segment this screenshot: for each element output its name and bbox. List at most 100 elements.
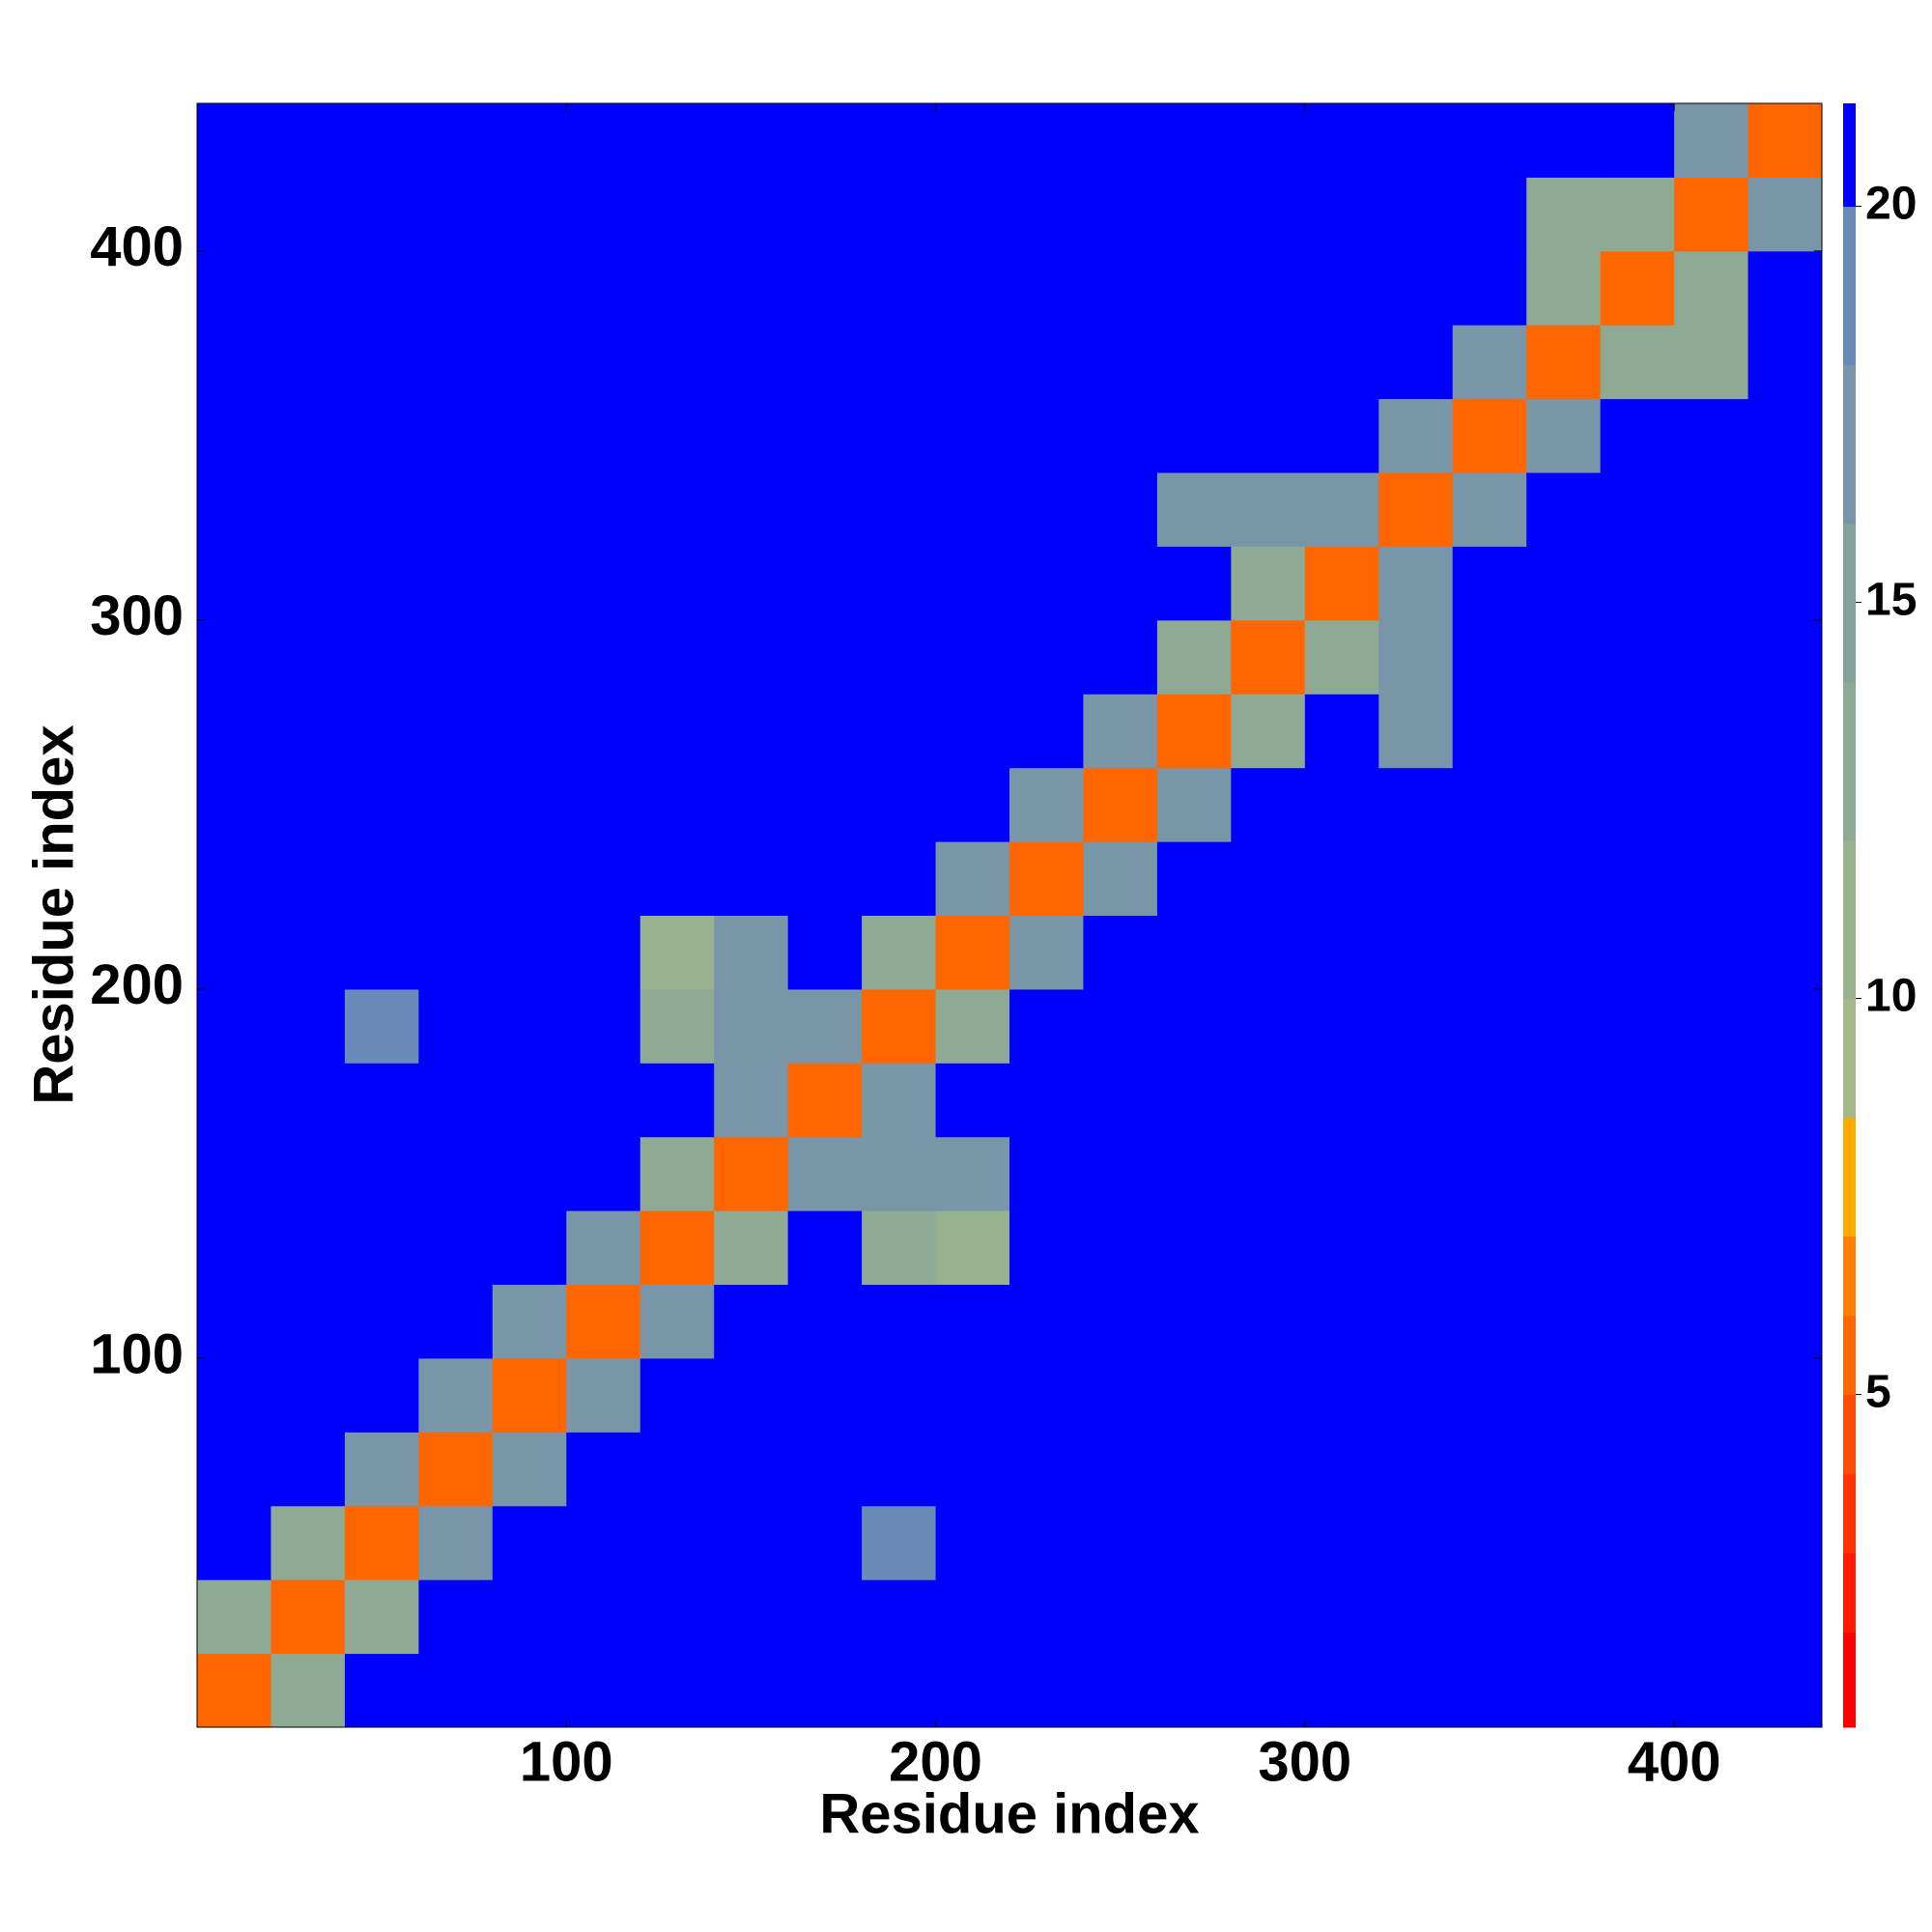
heatmap-cell [862, 103, 937, 178]
heatmap-cell [787, 177, 863, 252]
heatmap-cell [566, 1432, 641, 1507]
colorbar-segment [1843, 1394, 1856, 1475]
heatmap-cell [639, 250, 715, 326]
heatmap-cell [787, 546, 863, 621]
heatmap-cell [714, 1357, 789, 1433]
heatmap-cell [566, 694, 641, 769]
heatmap-cell [787, 767, 863, 842]
heatmap-cell [862, 1579, 937, 1655]
heatmap-cell [1156, 1579, 1232, 1655]
heatmap-cell [1231, 1357, 1306, 1433]
heatmap-cell [935, 1284, 1010, 1359]
heatmap-cell [1526, 694, 1602, 769]
heatmap-cell [566, 1357, 641, 1433]
heatmap-cell [566, 250, 641, 326]
heatmap-cell [1083, 325, 1158, 400]
heatmap-cell [1156, 1136, 1232, 1211]
heatmap-cell [787, 1357, 863, 1433]
heatmap-cell [1009, 103, 1084, 178]
heatmap-cell [1083, 250, 1158, 326]
heatmap-cell [787, 619, 863, 695]
heatmap-cell [935, 1357, 1010, 1433]
heatmap-cell [270, 325, 346, 400]
heatmap-cell [1231, 1505, 1306, 1580]
heatmap-cell [492, 1432, 567, 1507]
heatmap-cell [714, 472, 789, 547]
heatmap-cell [935, 841, 1010, 916]
heatmap-cell [344, 250, 419, 326]
heatmap-cell [270, 1063, 346, 1138]
colorbar-segment [1843, 1552, 1856, 1634]
heatmap-cell [197, 325, 271, 400]
heatmap-cell [1600, 988, 1675, 1064]
heatmap-cell [344, 619, 419, 695]
heatmap-cell [862, 1432, 937, 1507]
heatmap-cell [1674, 398, 1749, 473]
heatmap-cell [270, 767, 346, 842]
colorbar-segment [1843, 1117, 1856, 1237]
heatmap-cell [197, 1210, 271, 1286]
heatmap-cell [1009, 915, 1084, 990]
heatmap-cell [1156, 1653, 1232, 1728]
heatmap-cell [1378, 1284, 1454, 1359]
heatmap-cell [787, 1505, 863, 1580]
heatmap-cell [492, 546, 567, 621]
heatmap-cell [1747, 250, 1823, 326]
heatmap-cell [1304, 177, 1379, 252]
heatmap-cell [1378, 767, 1454, 842]
x-tick-label: 100 [520, 1730, 613, 1793]
heatmap-cell [492, 1136, 567, 1211]
heatmap-cell [1378, 1432, 1454, 1507]
heatmap-cell [1231, 1063, 1306, 1138]
heatmap-cell [714, 1653, 789, 1728]
heatmap-cell [418, 1653, 494, 1728]
heatmap-cell [1526, 1357, 1602, 1433]
heatmap-cell [1156, 177, 1232, 252]
heatmap-cell [492, 1653, 567, 1728]
heatmap-cell [197, 988, 271, 1064]
heatmap-cell [1009, 1210, 1084, 1286]
heatmap-cell [1747, 1210, 1823, 1286]
heatmap-cell [1747, 1579, 1823, 1655]
heatmap-cell [1526, 1063, 1602, 1138]
heatmap-cell [270, 250, 346, 326]
heatmap-cell [1231, 1136, 1306, 1211]
heatmap-cell [714, 1136, 789, 1211]
heatmap-cell [1304, 103, 1379, 178]
heatmap-cell [492, 767, 567, 842]
heatmap-cell [197, 177, 271, 252]
y-tick-label: 300 [90, 584, 184, 647]
heatmap-cell [1600, 619, 1675, 695]
heatmap-cell [344, 1210, 419, 1286]
heatmap-cell [1156, 767, 1232, 842]
heatmap-cell [1526, 472, 1602, 547]
heatmap-cell [1083, 841, 1158, 916]
heatmap-cell [639, 915, 715, 990]
heatmap-cell [1009, 1505, 1084, 1580]
heatmap-cell [1452, 177, 1527, 252]
colorbar-tick-label: 15 [1865, 574, 1917, 625]
heatmap-cell [1526, 1432, 1602, 1507]
heatmap-cell [566, 619, 641, 695]
heatmap-cell [862, 1136, 937, 1211]
heatmap-cell [1747, 1653, 1823, 1728]
colorbar-tick-label: 10 [1865, 970, 1917, 1021]
heatmap-cell [566, 472, 641, 547]
colorbar-segment [1843, 206, 1856, 366]
heatmap-cell [1009, 1579, 1084, 1655]
heatmap-cell [714, 250, 789, 326]
heatmap-cell [1452, 915, 1527, 990]
heatmap-cell [1378, 546, 1454, 621]
heatmap-cell [1452, 1579, 1527, 1655]
heatmap-cell [787, 1653, 863, 1728]
heatmap-cell [1083, 1136, 1158, 1211]
heatmap-cell [418, 546, 494, 621]
heatmap-cell [639, 1210, 715, 1286]
heatmap-cell [270, 177, 346, 252]
heatmap-cell [418, 250, 494, 326]
heatmap-cell [935, 250, 1010, 326]
heatmap-cell [1231, 767, 1306, 842]
heatmap-cell [344, 988, 419, 1064]
heatmap-cell [1600, 250, 1675, 326]
heatmap-cell [1304, 841, 1379, 916]
